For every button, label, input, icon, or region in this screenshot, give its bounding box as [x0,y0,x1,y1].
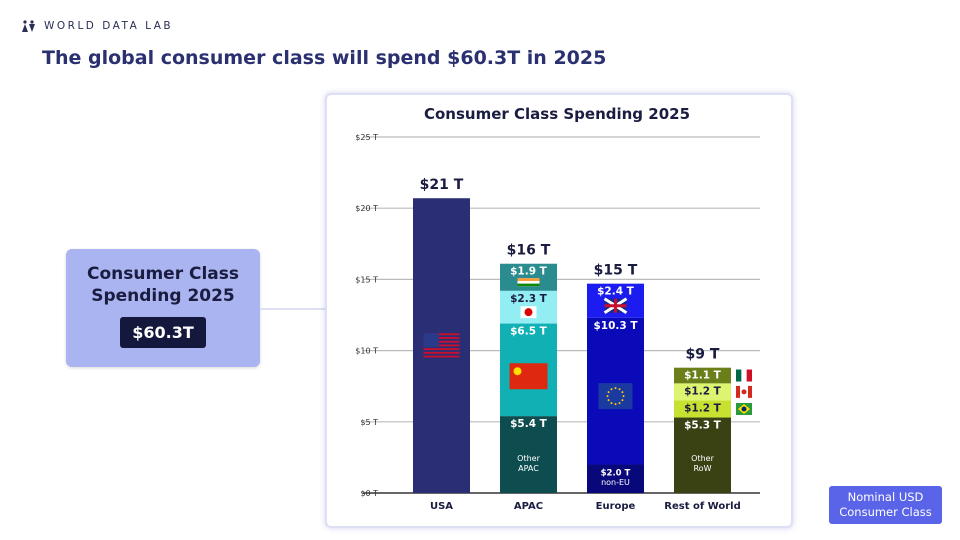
bar-total-label: $15 T [594,263,638,279]
eu-flag-icon [614,403,617,406]
segment-label: $1.2 T [684,402,722,414]
mexico-flag-icon [746,369,752,382]
eu-flag-icon [606,395,609,398]
usa-flag-icon [423,348,460,351]
usa-flag-icon [423,337,460,339]
uk-flag-icon [604,298,627,313]
segment-label: $2.4 T [597,286,635,298]
eu-flag-icon [618,402,621,405]
badge-line-2: Consumer Class [839,505,932,519]
x-tick-label: Europe [596,501,636,512]
usa-flag-icon [423,333,460,336]
usa-flag-icon [423,344,460,347]
connector-line [260,308,325,310]
usa-flag-icon [423,355,460,358]
summary-value: $60.3T [120,317,206,348]
bar-segment [674,383,731,401]
mexico-flag-icon [736,369,742,382]
eu-flag-icon [621,399,624,402]
segment-label: $1.2 T [684,385,722,397]
bar-total-label: $21 T [420,177,464,193]
eu-flag-icon [610,388,613,391]
segment-label: $2.0 T [601,469,631,479]
segment-label: $5.4 T [510,418,548,430]
brand: WORLD DATA LAB [22,20,173,32]
bar-total-label: $16 T [507,243,551,259]
eu-flag-icon [614,387,617,390]
segment-label: $10.3 T [593,320,638,332]
x-tick-label: USA [430,501,453,512]
canada-flag-icon [736,385,740,398]
bar-segment [500,416,557,493]
bar-segment [674,367,731,384]
chart-title: Consumer Class Spending 2025 [424,105,690,123]
y-tick-label: $15 T [355,275,378,284]
canada-flag-icon [741,389,747,395]
bar-total-label: $9 T [686,347,720,363]
y-tick-label: $10 T [355,347,378,356]
usa-flag-icon [423,340,460,343]
x-tick-label: APAC [514,501,543,512]
bar-segment [500,263,557,291]
badge-line-1: Nominal USD [847,490,924,504]
usa-flag-icon [423,351,460,354]
y-tick-label: $0 T [360,489,378,498]
y-tick-label: $20 T [355,204,378,213]
y-tick-label: $5 T [360,418,378,427]
india-flag-icon [517,278,540,281]
bar-segment [674,417,731,493]
nominal-usd-badge: Nominal USD Consumer Class [829,486,942,524]
eu-flag-icon [598,383,633,410]
eu-flag-icon [622,395,625,398]
china-flag-icon [513,367,522,376]
eu-flag-icon [618,388,621,391]
japan-flag-icon [524,308,533,317]
india-flag-icon [517,283,540,287]
bar-segment [674,400,731,418]
segment-label: $5.3 T [684,420,722,432]
y-tick-label: $25 T [355,133,378,142]
segment-sublabel: Other [691,454,714,463]
brazil-flag-icon [741,406,747,412]
segment-sublabel: APAC [518,464,539,473]
segment-label: $6.5 T [510,326,548,338]
summary-title-1: Consumer Class [86,264,240,284]
segment-sublabel: non-EU [601,478,630,487]
world-data-lab-logo-icon [22,20,35,32]
segment-label: $1.1 T [684,370,722,382]
page-title: The global consumer class will spend $60… [42,47,607,69]
bar-segment [587,464,644,493]
india-flag-icon [517,278,540,287]
china-flag-icon [509,363,548,390]
segment-sublabel: RoW [693,464,711,473]
eu-flag-icon [607,399,610,402]
segment-label: $1.9 T [510,266,548,278]
summary-card: Consumer Class Spending 2025 $60.3T [66,249,260,367]
segment-label: $2.3 T [510,293,548,305]
canada-flag-icon [748,385,752,398]
eu-flag-icon [610,402,613,405]
summary-title-2: Spending 2025 [91,286,235,306]
eu-flag-icon [621,391,624,394]
eu-flag-icon [607,391,610,394]
segment-sublabel: Other [517,454,540,463]
brand-name: WORLD DATA LAB [44,20,174,32]
x-tick-label: Rest of World [664,501,740,512]
usa-flag-icon [423,333,439,348]
